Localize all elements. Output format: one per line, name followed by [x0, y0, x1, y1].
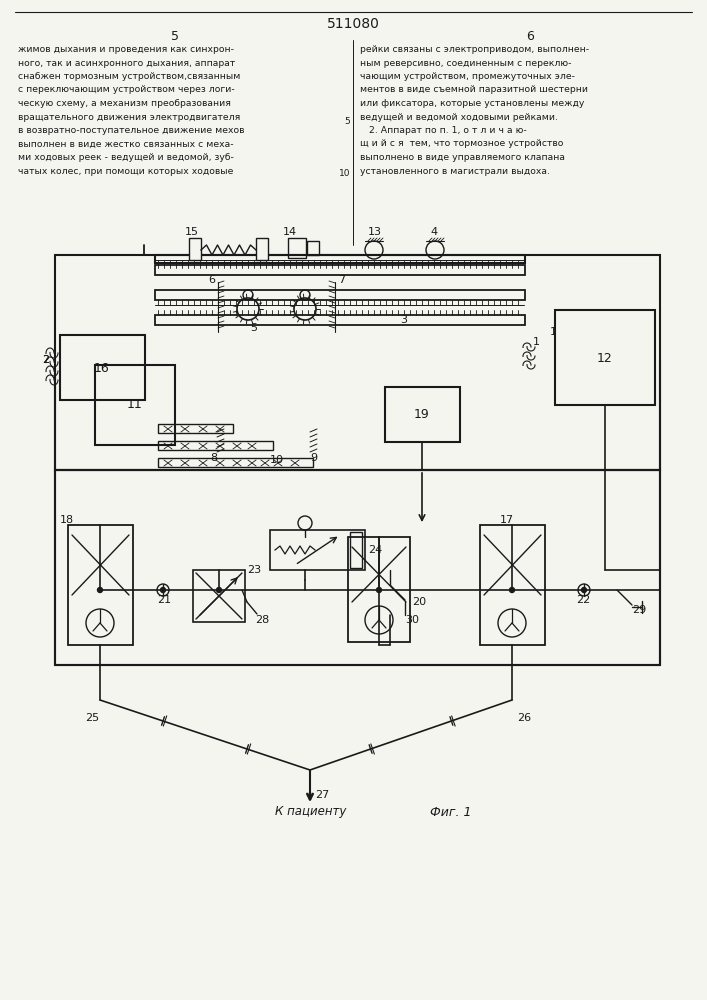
Circle shape — [160, 587, 165, 592]
Bar — [307, 241, 319, 255]
Text: 10: 10 — [339, 168, 350, 178]
Text: 12: 12 — [597, 352, 613, 364]
Text: ческую схему, а механизм преобразования: ческую схему, а механизм преобразования — [18, 99, 231, 108]
Text: чающим устройством, промежуточных эле-: чающим устройством, промежуточных эле- — [360, 72, 575, 81]
Text: выполнен в виде жестко связанных с меха-: выполнен в виде жестко связанных с меха- — [18, 139, 233, 148]
Text: 1: 1 — [550, 327, 557, 337]
Text: 8: 8 — [210, 453, 217, 463]
Text: 6: 6 — [208, 275, 215, 285]
Text: 28: 28 — [255, 615, 269, 625]
Bar — [158, 441, 273, 450]
Text: Фиг. 1: Фиг. 1 — [430, 806, 472, 818]
Text: ми ходовых реек - ведущей и ведомой, зуб-: ми ходовых реек - ведущей и ведомой, зуб… — [18, 153, 234, 162]
Text: 20: 20 — [412, 597, 426, 607]
Text: 27: 27 — [315, 790, 329, 800]
Bar — [55, 470, 660, 665]
Text: установленного в магистрали выдоха.: установленного в магистрали выдоха. — [360, 166, 550, 176]
Text: 30: 30 — [405, 615, 419, 625]
Text: 29: 29 — [632, 605, 646, 615]
Bar — [193, 570, 245, 622]
Text: 7: 7 — [338, 275, 345, 285]
Bar — [155, 255, 525, 263]
Bar — [350, 532, 362, 568]
Text: 22: 22 — [576, 595, 590, 605]
Text: снабжен тормозным устройством,связанным: снабжен тормозным устройством,связанным — [18, 72, 240, 81]
Bar — [189, 238, 201, 260]
Text: 2: 2 — [42, 355, 49, 365]
Bar — [348, 537, 410, 642]
Text: или фиксатора, которые установлены между: или фиксатора, которые установлены между — [360, 99, 585, 108]
Text: 24: 24 — [368, 545, 382, 555]
Bar — [155, 265, 525, 275]
Text: К пациенту: К пациенту — [275, 806, 346, 818]
Circle shape — [98, 587, 103, 592]
Circle shape — [216, 587, 221, 592]
Text: ведущей и ведомой ходовыми рейками.: ведущей и ведомой ходовыми рейками. — [360, 112, 558, 121]
Text: 9: 9 — [310, 453, 317, 463]
Bar — [60, 335, 145, 400]
Text: в возвратно-поступательное движение мехов: в возвратно-поступательное движение мехо… — [18, 126, 245, 135]
Text: 5: 5 — [344, 116, 350, 125]
Circle shape — [510, 587, 515, 592]
Bar — [155, 315, 525, 325]
Text: рейки связаны с электроприводом, выполнен-: рейки связаны с электроприводом, выполне… — [360, 45, 589, 54]
Text: 3: 3 — [400, 315, 407, 325]
Text: 1: 1 — [533, 337, 540, 347]
Text: чатых колес, при помощи которых ходовые: чатых колес, при помощи которых ходовые — [18, 166, 233, 176]
Text: 4: 4 — [430, 227, 437, 237]
Text: ментов в виде съемной паразитной шестерни: ментов в виде съемной паразитной шестерн… — [360, 86, 588, 95]
Text: 15: 15 — [185, 227, 199, 237]
Bar — [288, 238, 306, 258]
Text: 5: 5 — [250, 323, 257, 333]
Text: выполнено в виде управляемого клапана: выполнено в виде управляемого клапана — [360, 153, 565, 162]
Text: 2: 2 — [42, 355, 49, 365]
Text: 11: 11 — [127, 398, 143, 412]
Text: 511080: 511080 — [327, 17, 380, 31]
Bar — [155, 290, 525, 300]
Text: ным реверсивно, соединенным с переклю-: ным реверсивно, соединенным с переклю- — [360, 58, 571, 68]
Bar — [555, 310, 655, 405]
Bar — [270, 530, 365, 570]
Bar — [256, 238, 268, 260]
Bar — [385, 387, 460, 442]
Text: 21: 21 — [157, 595, 171, 605]
Bar — [480, 525, 545, 645]
Text: 14: 14 — [283, 227, 297, 237]
Text: с переключающим устройством через логи-: с переключающим устройством через логи- — [18, 86, 235, 95]
Text: 5: 5 — [171, 29, 179, 42]
Text: вращательного движения электродвигателя: вращательного движения электродвигателя — [18, 112, 240, 121]
Bar — [55, 255, 660, 470]
Bar — [158, 424, 233, 433]
Text: 16: 16 — [94, 361, 110, 374]
Text: щ и й с я  тем, что тормозное устройство: щ и й с я тем, что тормозное устройство — [360, 139, 563, 148]
Text: 23: 23 — [247, 565, 261, 575]
Circle shape — [377, 587, 382, 592]
Bar — [95, 365, 175, 445]
Text: 10: 10 — [270, 455, 284, 465]
Bar — [68, 525, 133, 645]
Text: 19: 19 — [414, 408, 430, 422]
Text: 2. Аппарат по п. 1, о т л и ч а ю-: 2. Аппарат по п. 1, о т л и ч а ю- — [360, 126, 527, 135]
Text: 6: 6 — [526, 29, 534, 42]
Circle shape — [581, 587, 587, 592]
Text: 26: 26 — [517, 713, 531, 723]
Text: жимов дыхания и проведения как синхрон-: жимов дыхания и проведения как синхрон- — [18, 45, 234, 54]
Bar — [158, 458, 313, 467]
Text: 25: 25 — [85, 713, 99, 723]
Text: 17: 17 — [500, 515, 514, 525]
Text: ного, так и асинхронного дыхания, аппарат: ного, так и асинхронного дыхания, аппара… — [18, 58, 235, 68]
Text: 18: 18 — [60, 515, 74, 525]
Text: 13: 13 — [368, 227, 382, 237]
